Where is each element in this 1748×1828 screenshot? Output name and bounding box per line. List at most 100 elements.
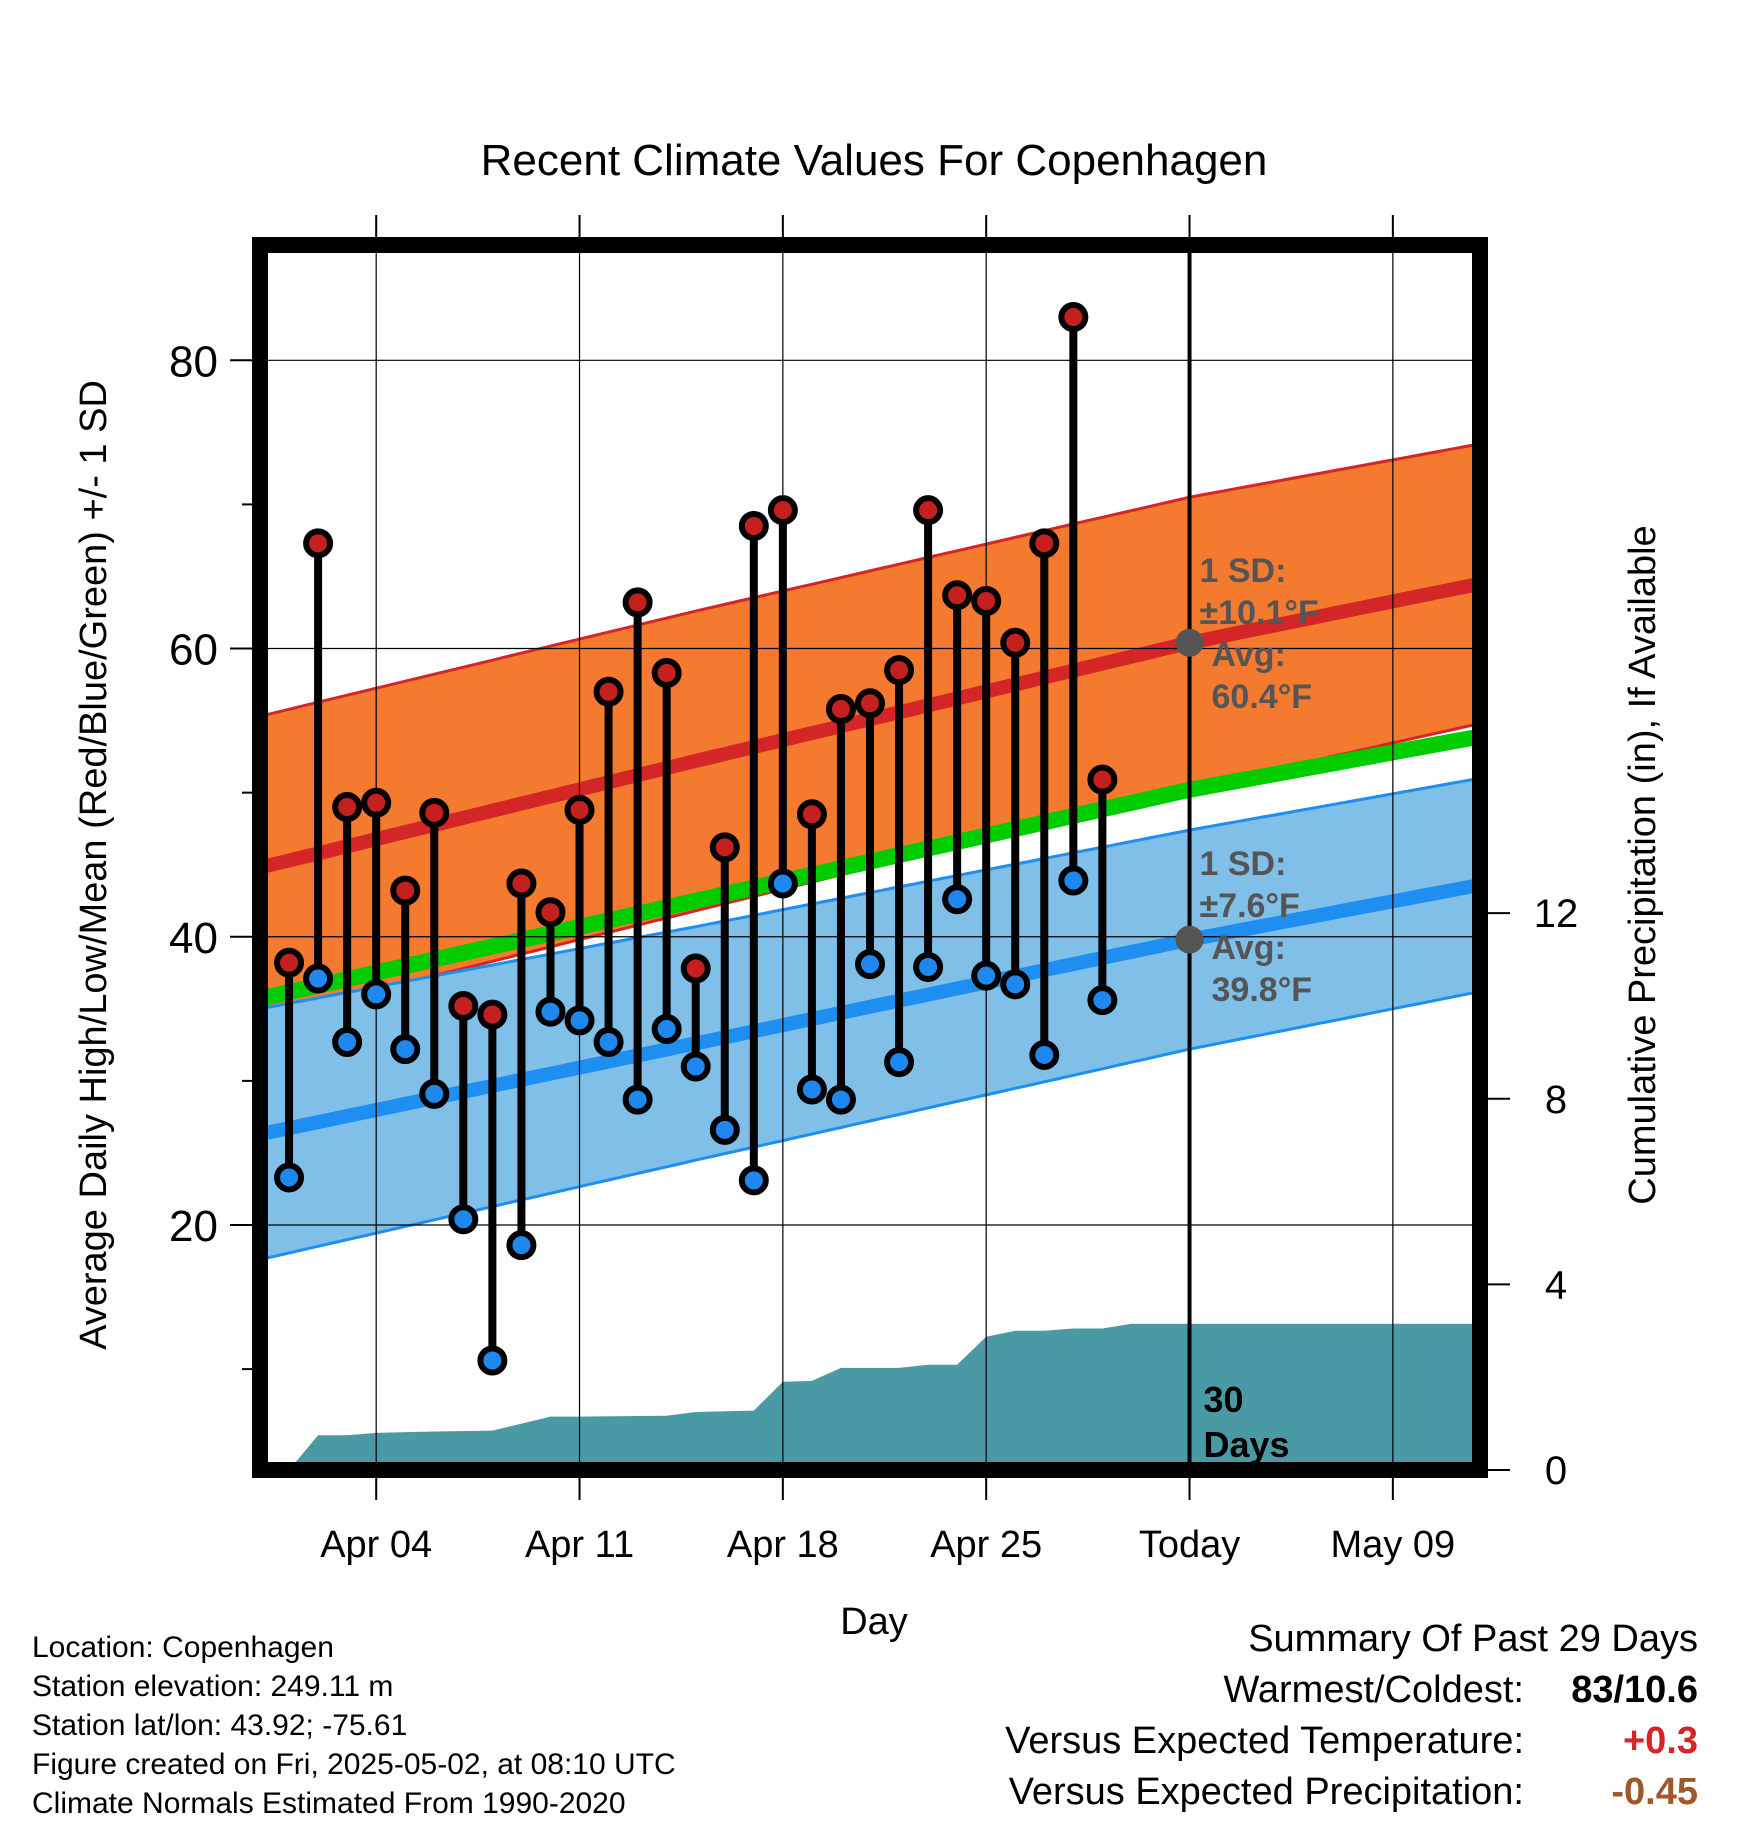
- x-tick-label: Apr 25: [930, 1524, 1042, 1566]
- daily-low-marker: [419, 1078, 450, 1109]
- created-text: Figure created on Fri, 2025-05-02, at 08…: [32, 1748, 676, 1781]
- high-annotation-sd-value: ±10.1°F: [1200, 594, 1319, 632]
- high-annotation-avg-value: 60.4°F: [1212, 678, 1313, 716]
- location-text: Location: Copenhagen: [32, 1631, 334, 1664]
- daily-high-marker: [680, 953, 711, 984]
- daily-high-marker: [419, 797, 450, 828]
- daily-low-marker: [709, 1114, 740, 1145]
- chart-title: Recent Climate Values For Copenhagen: [481, 136, 1268, 185]
- daily-high-marker: [448, 990, 479, 1021]
- daily-high-marker: [651, 658, 682, 689]
- normals-text: Climate Normals Estimated From 1990-2020: [32, 1787, 626, 1820]
- daily-high-marker: [477, 999, 508, 1030]
- warmest-coldest-label: Warmest/Coldest:: [1223, 1669, 1524, 1711]
- y-tick-label-left: 20: [169, 1202, 218, 1251]
- summary-panel: Summary Of Past 29 Days Warmest/Coldest:…: [798, 1618, 1698, 1822]
- daily-high-marker: [535, 897, 566, 928]
- precip-anomaly-label: Versus Expected Precipitation:: [1008, 1771, 1524, 1813]
- today-label-line: 30: [1204, 1379, 1244, 1420]
- daily-high-marker: [1087, 764, 1118, 795]
- y-tick-label-left: 80: [169, 337, 218, 386]
- daily-low-marker: [796, 1074, 827, 1105]
- daily-low-marker: [477, 1345, 508, 1376]
- station-info: Location: Copenhagen Station elevation: …: [32, 1628, 676, 1823]
- daily-low-marker: [913, 952, 944, 983]
- daily-low-marker: [622, 1084, 653, 1115]
- daily-high-marker: [274, 947, 305, 978]
- low-annotation-sd-title: 1 SD:: [1200, 845, 1287, 883]
- daily-high-marker: [390, 875, 421, 906]
- daily-low-marker: [390, 1034, 421, 1065]
- x-tick-label: Today: [1139, 1524, 1240, 1566]
- daily-low-marker: [361, 979, 392, 1010]
- daily-low-marker: [942, 884, 973, 915]
- today-label-line: Days: [1204, 1424, 1290, 1465]
- daily-low-marker: [448, 1204, 479, 1235]
- daily-high-marker: [332, 792, 363, 823]
- daily-high-marker: [738, 511, 769, 542]
- daily-low-marker: [1000, 969, 1031, 1000]
- summary-title: Summary Of Past 29 Days: [1248, 1618, 1698, 1660]
- daily-low-marker: [651, 1014, 682, 1044]
- high-annotation-sd-title: 1 SD:: [1200, 552, 1287, 590]
- daily-low-marker: [593, 1026, 624, 1057]
- daily-low-marker: [767, 868, 798, 899]
- y-tick-label-right: 4: [1545, 1263, 1567, 1307]
- y-axis-label-left: Average Daily High/Low/Mean (Red/Blue/Gr…: [73, 380, 115, 1350]
- high-avg-marker: [1175, 628, 1204, 657]
- temp-anomaly-value: +0.3: [1622, 1720, 1698, 1762]
- y-tick-label-left: 40: [169, 914, 218, 963]
- daily-high-marker: [1000, 627, 1031, 658]
- low-annotation-avg-value: 39.8°F: [1212, 971, 1313, 1009]
- x-tick-label: Apr 04: [320, 1524, 432, 1566]
- daily-low-marker: [564, 1005, 595, 1036]
- high-annotation-avg-title: Avg:: [1212, 636, 1286, 674]
- daily-low-marker: [855, 949, 885, 980]
- daily-low-marker: [274, 1162, 305, 1193]
- daily-low-marker: [535, 996, 566, 1027]
- precip-area: [260, 1323, 1480, 1470]
- x-axis-label: Day: [840, 1601, 908, 1643]
- y-tick-label-right: 0: [1545, 1449, 1567, 1493]
- plot-frame: [252, 237, 1488, 1478]
- daily-low-marker: [971, 960, 1002, 991]
- y-tick-label-right: 8: [1545, 1078, 1567, 1122]
- warmest-coldest-value: 83/10.6: [1571, 1669, 1698, 1711]
- y-tick-label-left: 60: [169, 626, 218, 675]
- low-annotation-avg-title: Avg:: [1212, 929, 1286, 967]
- daily-low-marker: [1058, 865, 1089, 896]
- daily-high-marker: [1058, 302, 1089, 333]
- precip-anomaly-value: -0.45: [1611, 1771, 1698, 1813]
- daily-high-marker: [506, 868, 537, 899]
- daily-high-marker: [884, 655, 915, 686]
- daily-high-marker: [942, 580, 973, 611]
- daily-high-marker: [622, 587, 653, 618]
- plot-inner: [260, 245, 1480, 1470]
- plot-area: 1 SD: ±10.1°F Avg: 60.4°F 1 SD: ±7.6°F Avg: 39.…: [169, 215, 1578, 1566]
- daily-high-marker: [1029, 528, 1060, 559]
- daily-low-marker: [825, 1084, 856, 1115]
- low-avg-marker: [1175, 925, 1204, 954]
- y-tick-label-right: 12: [1534, 892, 1579, 936]
- x-tick-label: Apr 11: [525, 1524, 634, 1566]
- daily-low-marker: [506, 1230, 537, 1261]
- daily-high-marker: [303, 528, 334, 559]
- low-sd-band: [260, 778, 1480, 1260]
- daily-high-marker: [971, 585, 1002, 616]
- daily-high-marker: [913, 495, 944, 526]
- daily-high-marker: [767, 495, 798, 526]
- elevation-text: Station elevation: 249.11 m: [32, 1670, 394, 1703]
- high-band-upper-edge: [260, 442, 1480, 718]
- daily-high-marker: [855, 688, 885, 719]
- x-tick-label: May 09: [1331, 1524, 1456, 1566]
- daily-low-marker: [1087, 985, 1118, 1016]
- x-tick-label: Apr 18: [727, 1524, 839, 1566]
- daily-high-marker: [361, 787, 392, 818]
- daily-high-marker: [709, 832, 740, 863]
- daily-low-marker: [332, 1026, 363, 1057]
- daily-low-marker: [884, 1047, 915, 1078]
- daily-low-marker: [303, 963, 334, 994]
- daily-high-marker: [796, 799, 827, 830]
- low-annotation-sd-value: ±7.6°F: [1200, 887, 1300, 925]
